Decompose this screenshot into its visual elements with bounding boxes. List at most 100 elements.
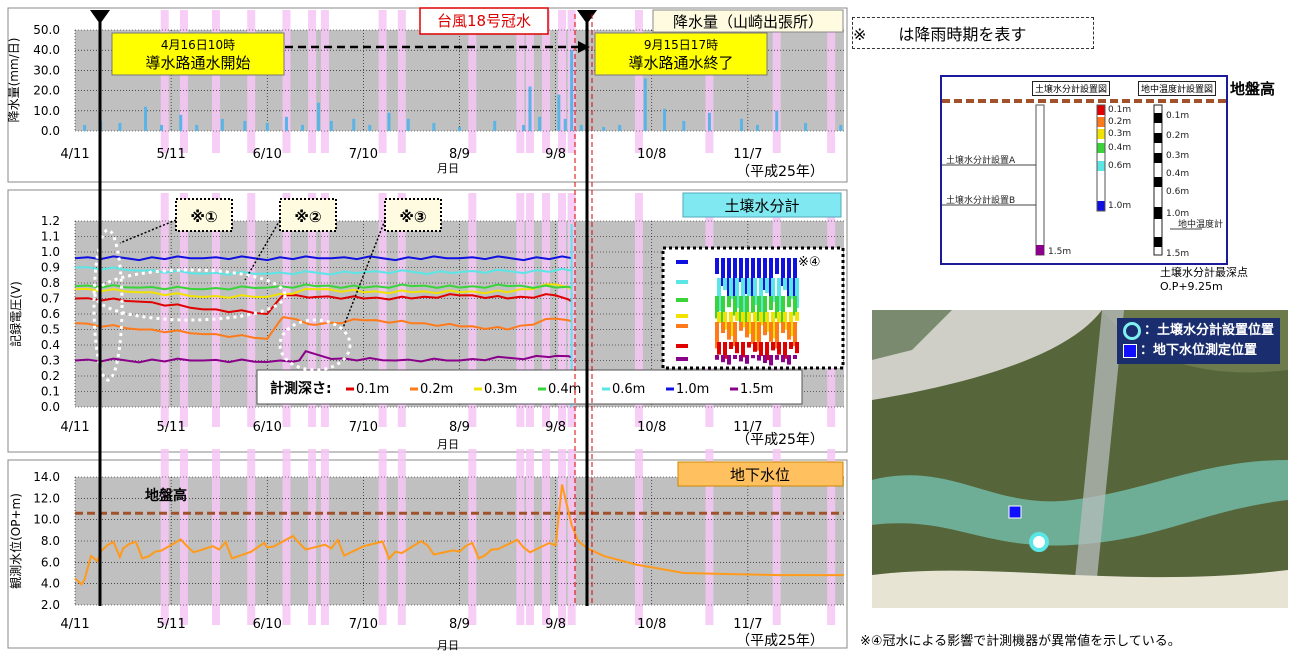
annotation-3-region [278,318,352,372]
rain-period-band [247,10,256,153]
anomaly-streak [783,278,787,290]
rain-period-band [378,10,387,153]
rainfall-bar [522,124,526,131]
rainfall-y-label: 降水量(mm/日) [7,38,21,123]
soil-series-1.0m [74,255,572,262]
y-tick-label: 0.9 [41,261,60,275]
depth-right-1: 0.1m [1166,111,1190,121]
anomaly-marker [676,324,688,328]
anomaly-marker [676,298,688,302]
rain-period-legend-text: ※ は降雨時期を表す [853,25,1027,44]
photo-legend-item-1: ：土壌水分計設置位置 [1122,321,1274,341]
rain-period-band [567,449,576,625]
rain-period-band [308,449,317,625]
groundwater-series [74,484,844,586]
x-tick-label: 5/11 [157,617,186,632]
anomaly-streak [715,355,719,360]
rain-period-band [378,193,387,427]
anomaly-streak [781,322,785,333]
anomaly-streak [735,312,739,321]
photo-legend-item-2: ：地下水位測定位置 [1122,341,1274,361]
schematic-depth-bottom: 1.5m [1048,247,1072,257]
start-event-text: 導水路通水開始 [145,54,250,72]
annotation-2-box [279,198,337,232]
anomaly-streak [765,312,769,332]
rain-period-band [772,449,781,625]
legend-title: 計測深さ: [270,380,332,397]
soil-title-box [682,192,842,218]
rain-period-band [542,193,551,427]
anomaly-streak [763,355,767,363]
schematic-title-right: 地中温度計設置図 [1138,81,1217,96]
anomaly-streak [717,342,721,355]
anomaly-streaks [676,258,799,366]
lower-bank [872,570,1288,608]
anomaly-streak [793,322,797,347]
legend-label-0.3m: 0.3m [484,382,517,397]
y-tick-label: 14.0 [33,470,60,484]
sensor-0-1m [1097,105,1105,115]
thermo-band-6 [1154,237,1162,247]
soil-series-0.6m [74,266,572,276]
rainfall-bar [220,118,224,131]
soil-series-0.1m [74,293,573,316]
rain-period-band [160,449,169,625]
x-tick-label: 8/9 [449,147,470,162]
y-tick-label: 4.0 [41,577,60,591]
soil-series-0.3m [74,283,573,299]
x-tick-label: 10/8 [637,617,666,632]
y-tick-label: 0.0 [41,124,60,138]
anomaly-streak [721,296,725,327]
rain-period-band [634,10,643,153]
x-tick-label: 8/9 [449,617,470,632]
depth-right-6: 1.0m [1166,209,1190,219]
rainfall-bar [387,112,391,131]
y-tick-label: 0.5 [41,323,60,337]
soil-series-1.5m [74,350,573,364]
legend-label-1.5m: 1.5m [740,382,773,397]
anomaly-streak [787,296,791,308]
rainfall-title-box [652,9,844,33]
rain-period-band [516,449,525,625]
annotation-3-arrow [342,219,386,329]
thermo-band-2 [1154,133,1162,143]
rainfall-x-label: 月日 [437,162,459,175]
schematic-label-b: 土壌水分計設置B [946,196,1016,206]
anomaly-streak [793,355,797,359]
annotation-4: ※④ [798,255,821,270]
anomaly-streak [769,355,773,366]
y-tick-label: 0.8 [41,276,60,290]
annotation-3: ※③ [399,208,426,226]
rainfall-bar [284,116,288,131]
x-tick-label: 10/8 [637,420,666,435]
sensor-0-3m [1097,129,1105,139]
rainfall-bar [352,118,356,131]
anomaly-streak [727,322,731,340]
depth-right-7: 1.5m [1166,249,1190,259]
soil-sensor-marker [1029,532,1049,552]
annotation-1: ※① [190,208,217,226]
x-tick-label: 7/10 [349,420,378,435]
soil-x-label: 月日 [437,438,459,451]
rain-period-band [516,10,525,153]
anomaly-streak [795,278,799,308]
rainfall-bar [329,120,333,131]
anomaly-streak [739,322,743,331]
anomaly-streak [793,296,797,316]
anomaly-streak [721,355,725,363]
ground-level-label: 地盤高 [145,487,187,504]
x-tick-label: 8/9 [449,420,470,435]
y-tick-label: 1.1 [41,230,60,244]
anomaly-streak [751,322,755,344]
rain-period-band [179,193,188,427]
anomaly-streak [775,296,779,319]
rain-period-band [525,10,534,153]
anomaly-streak [777,278,781,311]
rain-periods [160,10,836,153]
annotation-1-box [175,198,233,232]
soil-series-0.4m [74,283,572,291]
depth-left-3: 0.3m [1108,129,1132,139]
x-tick-label: 11/7 [733,420,762,435]
anomaly-streak [729,342,733,349]
rain-period-band [247,449,256,625]
